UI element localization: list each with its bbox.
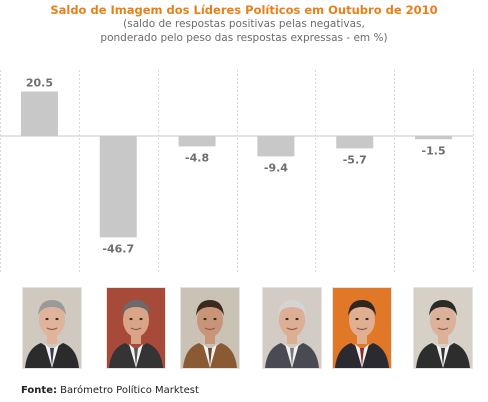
value-label-3: -4.8 [185, 151, 209, 164]
subtitle-line-1: (saldo de respostas positivas pelas nega… [123, 18, 365, 30]
source-label: Fonte: [21, 385, 57, 396]
bar-2 [99, 136, 137, 238]
leader-portrait-2 [106, 287, 166, 369]
value-label-4: -9.4 [264, 161, 288, 174]
source-note: Fonte: Barómetro Político Marktest [21, 385, 199, 396]
leader-portrait-1 [22, 287, 82, 369]
bar-4 [257, 136, 295, 157]
bar-3 [178, 136, 216, 147]
leader-portrait-3 [180, 287, 240, 369]
bar-5 [336, 136, 374, 149]
value-label-6: -1.5 [422, 144, 446, 157]
source-text: Barómetro Político Marktest [56, 385, 199, 396]
bar-1 [20, 91, 58, 136]
value-label-1: 20.5 [26, 77, 53, 90]
leader-portrait-5 [332, 287, 392, 369]
value-label-2: -46.7 [102, 242, 134, 255]
chart-title: Saldo de Imagem dos Líderes Políticos em… [50, 3, 438, 17]
leader-portrait-6 [413, 287, 473, 369]
subtitle-line-2: ponderado pelo peso das respostas expres… [100, 32, 388, 44]
bar-6 [415, 136, 453, 140]
bar-chart: 20.5 -46.7 -4.8 -9.4 -5.7 -1.5 [0, 70, 474, 272]
chart-subtitle: (saldo de respostas positivas pelas nega… [0, 17, 488, 45]
leader-portrait-4 [262, 287, 322, 369]
value-label-5: -5.7 [343, 153, 367, 166]
